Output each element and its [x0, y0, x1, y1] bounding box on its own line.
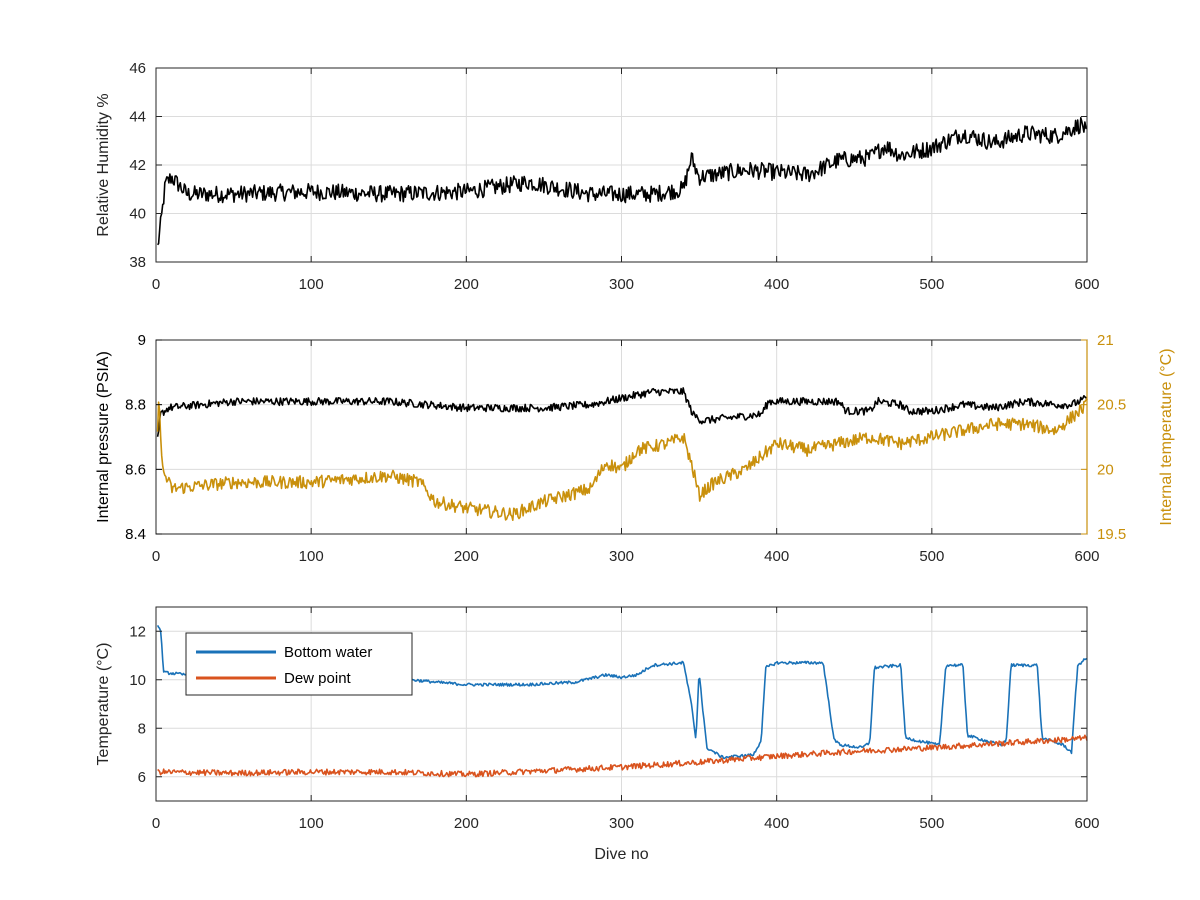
y-tick-label: 8 — [138, 720, 146, 737]
y-tick-label: 9 — [138, 332, 146, 349]
y2-tick-label: 19.5 — [1097, 526, 1126, 543]
x-tick-label: 600 — [1074, 276, 1099, 293]
series-line-dew-point — [157, 734, 1088, 778]
series-line-left-axis — [156, 117, 1088, 246]
y-axis-label-left: Internal pressure (PSIA) — [95, 351, 112, 523]
y-tick-label: 46 — [129, 60, 146, 77]
y-tick-label: 8.8 — [125, 397, 146, 414]
y2-tick-label: 20 — [1097, 461, 1114, 478]
legend-box — [185, 632, 413, 696]
legend-label-bottom-water: Bottom water — [284, 644, 372, 661]
x-tick-label: 600 — [1074, 548, 1099, 565]
gridlines — [155, 339, 1088, 535]
y-tick-label: 44 — [129, 109, 146, 126]
y-tick-label: 6 — [138, 769, 146, 786]
x-tick-label: 500 — [919, 276, 944, 293]
y-tick-label: 42 — [129, 157, 146, 174]
x-tick-label: 0 — [152, 276, 160, 293]
x-tick-label: 300 — [609, 276, 634, 293]
x-tick-label: 500 — [919, 548, 944, 565]
gridlines — [155, 67, 1088, 263]
tick-marks-and-labels: 0 100 200 300 400 500 600 6 8 10 12 — [129, 607, 1100, 832]
x-tick-label: 300 — [609, 815, 634, 832]
y-tick-label: 8.6 — [125, 461, 146, 478]
x-tick-label: 200 — [454, 548, 479, 565]
x-axis-label: Dive no — [594, 846, 648, 863]
y-tick-label: 38 — [129, 254, 146, 271]
y-tick-label: 40 — [129, 206, 146, 223]
panel-pressure-temperature: 0 100 200 300 400 500 600 8.4 8.6 8.8 9 19.5 20 20.5 2… — [95, 332, 1175, 565]
x-tick-label: 200 — [454, 815, 479, 832]
x-tick-label: 0 — [152, 815, 160, 832]
x-tick-label: 100 — [299, 815, 324, 832]
tick-marks-and-labels: 0 100 200 300 400 500 600 8.4 8.6 8.8 9 19.5 20 20.5 2… — [125, 332, 1126, 565]
tick-marks-and-labels: 0 100 200 300 400 500 600 38 40 42 44 46 — [129, 60, 1099, 293]
x-tick-label: 0 — [152, 548, 160, 565]
series-line-left-axis — [156, 387, 1088, 437]
x-tick-label: 100 — [299, 548, 324, 565]
y2-tick-label: 21 — [1097, 332, 1114, 349]
y-tick-label: 10 — [129, 672, 146, 689]
y2-tick-label: 20.5 — [1097, 397, 1126, 414]
x-tick-label: 400 — [764, 815, 789, 832]
x-tick-label: 100 — [299, 276, 324, 293]
legend-label-dew-point: Dew point — [284, 670, 352, 687]
legend: Bottom water Dew point — [185, 632, 413, 696]
x-tick-label: 400 — [764, 276, 789, 293]
x-tick-label: 500 — [919, 815, 944, 832]
y-axis-label-right: Internal temperature (°C) — [1158, 348, 1175, 525]
series-lines — [156, 117, 1088, 246]
x-tick-label: 400 — [764, 548, 789, 565]
x-tick-label: 600 — [1074, 815, 1099, 832]
y-axis-label: Relative Humidity % — [95, 93, 112, 236]
x-tick-label: 200 — [454, 276, 479, 293]
panel-humidity: 0 100 200 300 400 500 600 38 40 42 44 46 Relative H… — [95, 60, 1100, 293]
series-line-right-axis — [156, 398, 1088, 522]
y-tick-label: 12 — [129, 623, 146, 640]
series-lines — [156, 387, 1088, 522]
y-axis-label: Temperature (°C) — [95, 643, 112, 766]
y-tick-label: 8.4 — [125, 526, 146, 543]
panel-temperature: 0 100 200 300 400 500 600 6 8 10 12 Temperature (°… — [95, 606, 1100, 863]
x-tick-label: 300 — [609, 548, 634, 565]
